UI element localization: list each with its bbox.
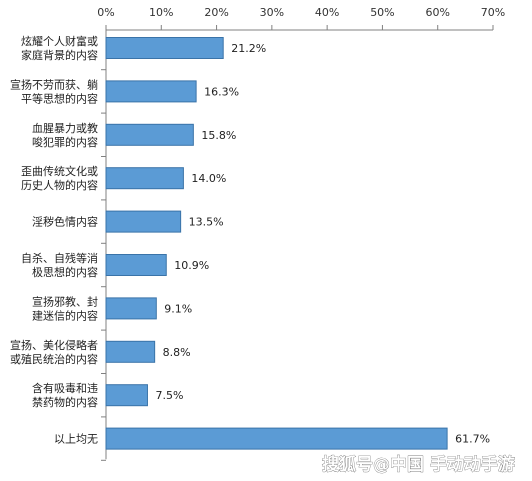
category-label: 宣扬不劳而获、躺: [10, 77, 98, 91]
value-label: 13.5%: [189, 216, 224, 229]
bar: [105, 80, 197, 103]
bars-layer: [105, 37, 448, 450]
category-label: 极思想的内容: [32, 265, 98, 279]
category-label: 歪曲传统文化或: [21, 164, 98, 178]
value-label: 14.0%: [191, 172, 226, 185]
bar: [105, 384, 148, 407]
bar: [105, 427, 448, 450]
bar: [105, 167, 184, 190]
value-label: 16.3%: [204, 85, 239, 98]
x-tick-label: 10%: [149, 6, 173, 19]
category-label: 家庭背景的内容: [21, 48, 98, 62]
category-label: 历史人物的内容: [21, 178, 98, 192]
bar: [105, 340, 156, 363]
value-label: 10.9%: [174, 259, 209, 272]
category-label: 唆犯罪的内容: [32, 135, 98, 149]
x-tick-label: 20%: [204, 6, 228, 19]
x-tick-label: 70%: [481, 6, 505, 19]
watermark-text: 搜狐号@中国 手动动手游: [322, 454, 515, 475]
category-label: 平等思想的内容: [21, 91, 98, 105]
value-label: 15.8%: [201, 129, 236, 142]
category-label: 建迷信的内容: [32, 308, 98, 322]
value-label: 8.8%: [163, 346, 191, 359]
category-label: 宣扬邪教、封: [32, 294, 98, 308]
category-label: 宣扬、美化侵略者: [10, 338, 98, 352]
category-label: 以上均无: [54, 433, 98, 446]
x-tick-label: 50%: [370, 6, 394, 19]
value-label: 9.1%: [164, 302, 192, 315]
category-label: 禁药物的内容: [32, 395, 98, 409]
bar: [105, 123, 194, 146]
x-tick-label: 30%: [260, 6, 284, 19]
value-label: 61.7%: [455, 433, 490, 446]
bar: [105, 297, 157, 320]
category-label: 含有吸毒和违: [32, 381, 98, 395]
category-label: 血腥暴力或教: [32, 121, 98, 135]
bar: [105, 210, 182, 233]
category-label: 淫秽色情内容: [32, 215, 98, 229]
category-label: 自杀、自残等消: [21, 251, 98, 265]
value-label: 21.2%: [231, 42, 266, 55]
x-tick-label: 60%: [425, 6, 449, 19]
category-label: 炫耀个人财富或: [21, 34, 98, 48]
value-label: 7.5%: [155, 389, 183, 402]
category-label: 或殖民统治的内容: [10, 352, 98, 366]
x-tick-label: 40%: [315, 6, 339, 19]
bar: [105, 37, 224, 59]
x-tick-label: 0%: [97, 6, 114, 19]
bar: [105, 254, 167, 276]
